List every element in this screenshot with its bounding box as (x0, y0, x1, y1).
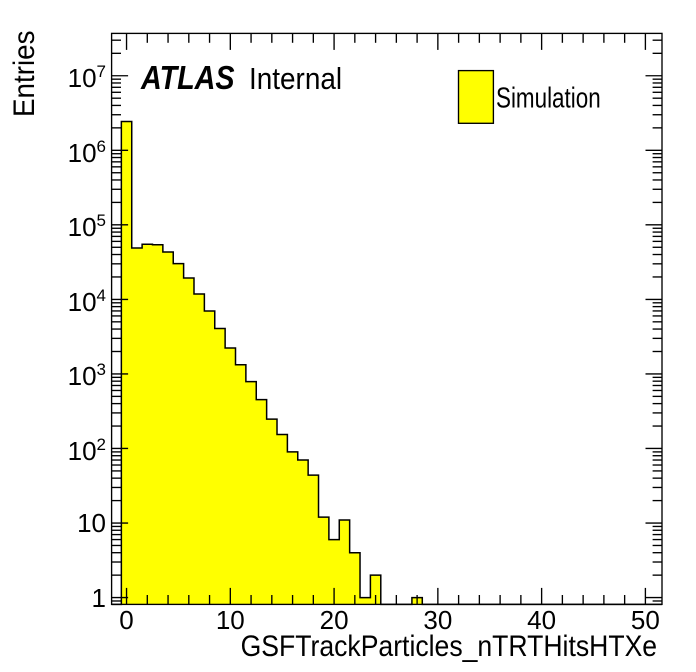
axis-ticks (111, 33, 662, 605)
histogram-series (111, 120, 662, 606)
atlas-brand-name: ATLAS (141, 58, 235, 96)
x-tick-label: 50 (630, 605, 660, 635)
legend-swatch-rect (457, 69, 495, 124)
x-tick-label: 0 (119, 605, 134, 635)
y-tick-label: 10 (77, 508, 106, 539)
legend-label: Simulation (495, 82, 601, 115)
x-tick-label: 40 (527, 605, 557, 635)
x-tick-label: 30 (423, 605, 453, 635)
histogram-bars (111, 120, 662, 606)
x-tick-label: 10 (215, 605, 245, 635)
y-tick-label: 106 (67, 136, 106, 168)
y-tick-label: 1 (91, 582, 106, 613)
legend-swatch (457, 69, 495, 124)
plot-frame (110, 32, 663, 606)
x-tick-label: 20 (319, 605, 349, 635)
y-tick-label: 105 (67, 211, 106, 243)
x-axis-title: GSFTrackParticles_nTRTHitsHTXe (240, 630, 657, 664)
y-axis-title: Entries (8, 30, 41, 117)
atlas-brand-status: Internal (248, 60, 342, 96)
y-tick-label: 103 (67, 360, 106, 392)
y-tick-label: 102 (67, 434, 106, 466)
y-tick-label: 104 (67, 285, 106, 317)
y-tick-label: 107 (67, 61, 106, 94)
